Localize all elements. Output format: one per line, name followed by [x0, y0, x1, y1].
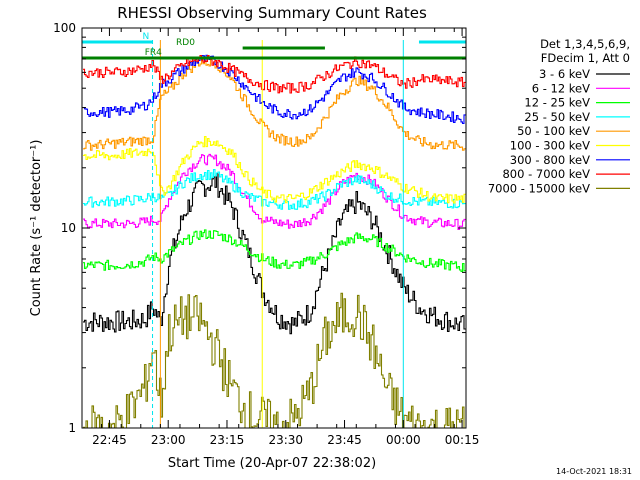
- x-axis-label: Start Time (20-Apr-07 22:38:02): [168, 456, 376, 471]
- legend-label: 800 - 7000 keV: [502, 167, 590, 181]
- chart-title: RHESSI Observing Summary Count Rates: [117, 4, 427, 22]
- axes: 1 10 100 22:45 23:00 23:15 23:30 23:45 00:00 00:1…: [53, 21, 479, 447]
- y-tick-label: 10: [61, 221, 76, 235]
- series-line: [83, 54, 466, 125]
- series-line: [83, 292, 466, 429]
- series-line: [83, 172, 466, 335]
- x-tick-label: 23:00: [151, 433, 186, 447]
- flag-label: FR4: [145, 48, 162, 58]
- legend-label: 6 - 12 keV: [532, 81, 590, 95]
- x-tick-label: 22:45: [92, 433, 127, 447]
- plot-area: N RD0 FR4: [82, 32, 467, 429]
- legend-label: 12 - 25 keV: [524, 96, 590, 110]
- series-line: [83, 57, 466, 151]
- legend-label: 100 - 300 keV: [510, 139, 590, 153]
- x-tick-label: 23:45: [327, 433, 362, 447]
- legend-label: 7000 - 15000 keV: [488, 181, 590, 195]
- legend-header: FDecim 1, Att 0: [541, 51, 630, 65]
- legend-header: Det 1,3,4,5,6,9,: [540, 37, 630, 51]
- timestamp: 14-Oct-2021 18:31: [556, 467, 632, 476]
- y-tick-label: 1: [68, 421, 76, 435]
- x-tick-label: 00:00: [386, 433, 421, 447]
- flag-label: N: [143, 32, 150, 42]
- flag-label: RD0: [176, 38, 195, 48]
- series-line: [83, 153, 466, 230]
- legend-label: 25 - 50 keV: [524, 110, 590, 124]
- y-tick-label: 100: [53, 21, 76, 35]
- y-axis-label: Count Rate (s⁻¹ detector⁻¹): [29, 140, 44, 317]
- legend-label: 50 - 100 keV: [517, 124, 590, 138]
- x-tick-label: 00:15: [445, 433, 480, 447]
- series-line: [83, 55, 466, 94]
- series-line: [83, 229, 466, 272]
- series-line: [83, 136, 466, 204]
- x-tick-label: 23:30: [268, 433, 303, 447]
- legend-label: 3 - 6 keV: [539, 67, 590, 81]
- legend-label: 300 - 800 keV: [510, 153, 590, 167]
- legend: Det 1,3,4,5,6,9,FDecim 1, Att 0 3 - 6 keV…: [488, 37, 630, 195]
- x-tick-label: 23:15: [210, 433, 245, 447]
